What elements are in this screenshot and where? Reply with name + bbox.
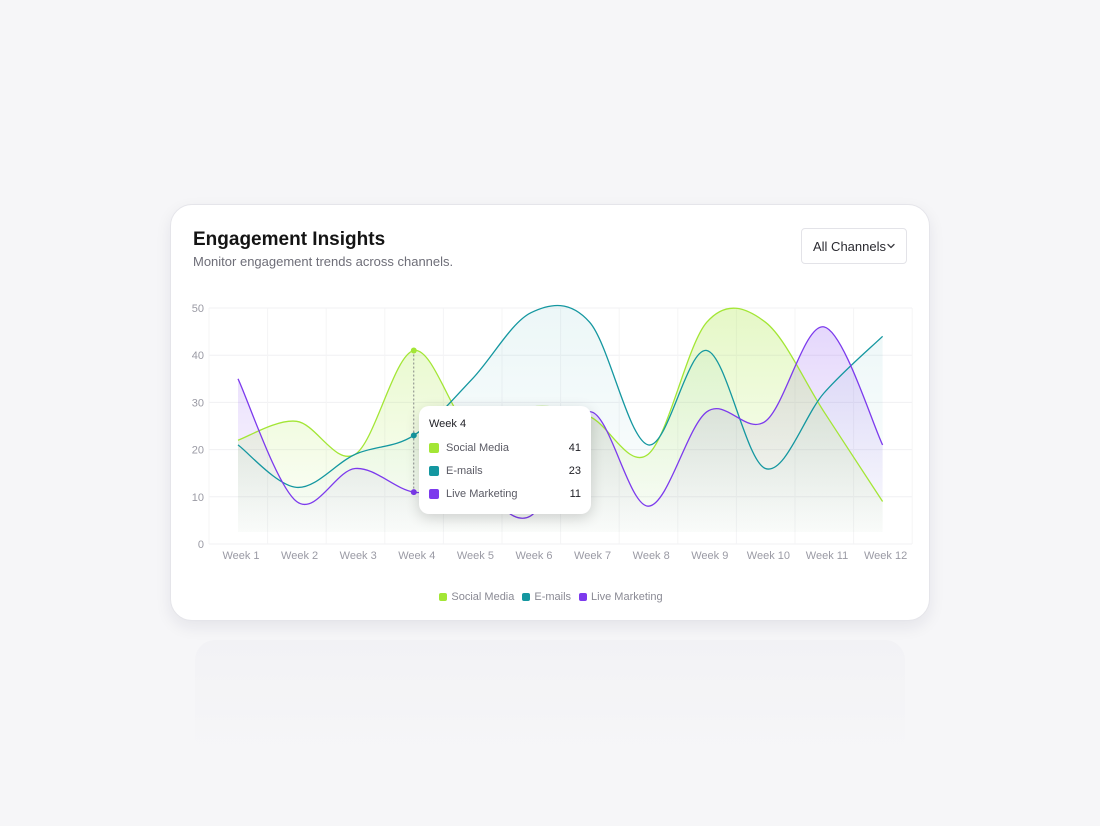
legend-item-emails[interactable]: E-mails [522,591,571,603]
x-tick-label: Week 1 [222,550,259,562]
y-tick-label: 10 [192,492,204,504]
chevron-down-icon [887,243,895,249]
tooltip-row-social: Social Media 41 [429,436,581,459]
legend-swatch [439,593,448,601]
tooltip-row-live: Live Marketing 11 [429,482,581,505]
x-tick-label: Week 8 [633,550,670,562]
tooltip-title: Week 4 [429,418,467,430]
point-live-marketing [410,489,417,496]
y-tick-label: 40 [192,350,204,362]
tooltip-label: Live Marketing [446,487,518,500]
chart-hover-markers [410,347,417,496]
legend-item-social-media[interactable]: Social Media [439,591,514,603]
live-marketing-swatch [429,488,439,499]
y-tick-label: 50 [192,303,204,315]
x-tick-label: Week 10 [747,550,790,562]
legend-label: E-mails [534,591,572,603]
card-reflection [195,640,905,760]
y-axis-ticks: 0 10 20 30 40 50 [192,303,204,551]
tooltip-value: 41 [568,441,581,454]
chart-legend: Social Media E-mails Live Marketing [171,591,931,603]
tooltip-row-emails: E-mails 23 [429,459,581,482]
x-tick-label: Week 5 [457,550,494,562]
x-tick-label: Week 12 [864,550,907,562]
card-title: Engagement Insights [193,229,386,250]
y-tick-label: 20 [192,445,204,457]
point-emails [410,432,417,439]
tooltip-value: 23 [568,464,581,477]
x-tick-label: Week 9 [691,550,728,562]
engagement-card: Engagement Insights Monitor engagement t… [170,204,930,621]
y-tick-label: 30 [192,397,204,409]
y-tick-label: 0 [198,539,204,551]
x-tick-label: Week 7 [574,550,611,562]
x-tick-label: Week 2 [281,550,318,562]
x-tick-label: Week 6 [515,550,552,562]
channel-filter-dropdown[interactable]: All Channels [801,228,907,264]
card-subtitle: Monitor engagement trends across channel… [193,254,454,269]
x-axis-ticks: Week 1 Week 2 Week 3 Week 4 Week 5 Week 6 Week… [222,550,907,562]
x-tick-label: Week 11 [806,550,848,562]
legend-label: Live Marketing [591,591,663,603]
tooltip-value: 11 [569,487,581,500]
x-tick-label: Week 4 [398,550,435,562]
line-emails [237,304,884,489]
legend-item-live-marketing[interactable]: Live Marketing [579,591,663,603]
social-media-swatch [429,442,439,453]
tooltip-label: Social Media [446,441,509,454]
emails-swatch [429,465,439,476]
channel-filter-label: All Channels [813,238,886,254]
chart-tooltip: Week 4 Social Media 41 E-mails 23 Live M… [419,406,591,514]
legend-label: Social Media [451,591,515,603]
x-tick-label: Week 3 [340,550,377,562]
legend-swatch [579,593,588,601]
legend-swatch [522,593,531,601]
point-social-media [410,347,417,354]
tooltip-label: E-mails [446,464,483,477]
